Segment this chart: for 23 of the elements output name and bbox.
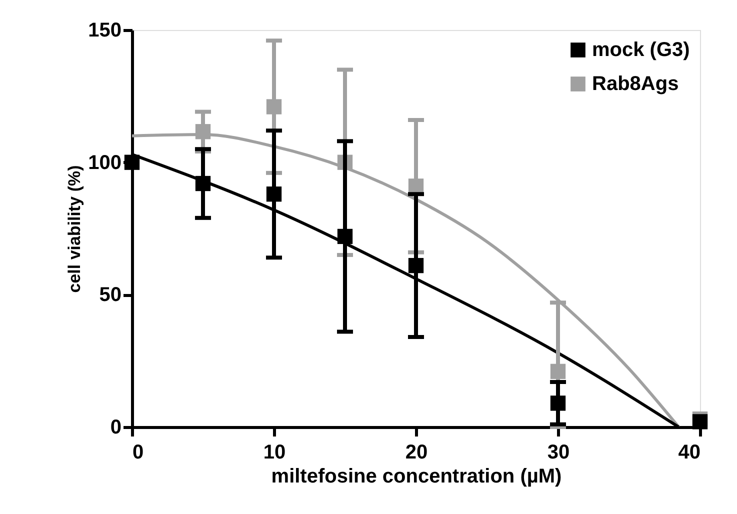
y-tick-label: 50: [99, 284, 122, 306]
x-tick-label: 40: [678, 442, 700, 464]
point: [266, 99, 282, 114]
point: [337, 228, 353, 244]
y-tick-label: 0: [110, 416, 122, 438]
legend-label: Rab8Ags: [592, 73, 679, 95]
y-tick-label: 100: [88, 152, 122, 174]
point: [195, 124, 211, 140]
point: [195, 176, 211, 192]
legend-label: mock (G3): [592, 39, 690, 61]
x-tick-label: 0: [132, 442, 144, 464]
x-tick-label: 10: [263, 442, 286, 464]
point: [692, 414, 708, 430]
x-axis-title: miltefosine concentration (µM): [271, 466, 562, 488]
y-tick-label: 150: [88, 20, 122, 42]
point: [550, 364, 566, 380]
point: [124, 154, 140, 170]
point: [550, 396, 566, 411]
y-axis-title: cell viability (%): [65, 165, 84, 293]
point: [408, 258, 424, 274]
x-tick-label: 30: [547, 442, 570, 464]
x-tick-label: 20: [405, 442, 428, 464]
point: [266, 186, 282, 202]
